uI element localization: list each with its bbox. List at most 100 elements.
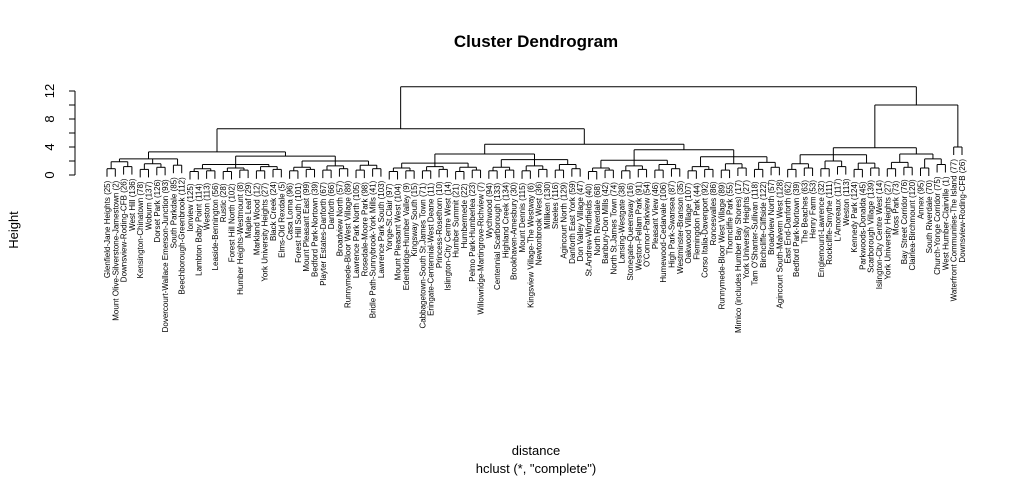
leaf-label: Corso Italia-Davenport (92) bbox=[701, 181, 710, 278]
leaf-label: North St.James Town (74) bbox=[609, 182, 618, 275]
leaf-label: Highland Creek (134) bbox=[501, 182, 510, 258]
leaf-label: Mount Pleasant East (99) bbox=[302, 181, 311, 272]
leaf-label: Downsview-Roding-CFB (26) bbox=[958, 159, 967, 263]
leaf-label: Henry Farm (53) bbox=[809, 180, 818, 239]
leaf-label: Agincourt North (129) bbox=[560, 182, 569, 259]
y-axis: 0 4 8 12 bbox=[42, 84, 76, 179]
leaf-label: Black Creek (24) bbox=[269, 181, 278, 241]
leaf-label: Broadview North (57) bbox=[335, 180, 344, 256]
leaf-label: Moss Park (73) bbox=[892, 180, 901, 235]
x-axis-sublabel: hclust (*, "complete") bbox=[476, 461, 597, 476]
leaf-label: Don Valley Village (47) bbox=[576, 180, 585, 261]
leaf-label: St.Andrew-Windfields (40) bbox=[584, 183, 593, 276]
leaf-label: Dovercourt-Wallace Emerson-Junction (93) bbox=[161, 179, 170, 332]
leaf-label: Maple Leaf (29) bbox=[244, 182, 253, 238]
leaf-label: Mimico (includes Humber Bay Shores) (17) bbox=[734, 180, 743, 333]
leaf-label: Agincourt South-Malvern West (128) bbox=[775, 179, 784, 309]
leaf-label: Downsview-Roding-CFB (26) bbox=[120, 178, 129, 282]
y-axis-label: Height bbox=[6, 211, 21, 249]
leaf-label: York University Heights (27) bbox=[883, 180, 892, 279]
leaf-label: Centennial Scarborough (133) bbox=[493, 182, 502, 290]
leaf-label: Oakwood Village (107) bbox=[684, 182, 693, 263]
leaf-label: Scarborough Village (139) bbox=[867, 180, 876, 273]
leaf-label: Forest Hill North (102) bbox=[228, 183, 237, 262]
leaf-label: Flemingdon Park (44) bbox=[692, 182, 701, 259]
leaf-label: Edenbridge-Humber Valley (9) bbox=[402, 182, 411, 290]
leaf-label: Elms-Old Rexdale (5) bbox=[277, 181, 286, 258]
leaf-label: Kennedy Park (124) bbox=[850, 181, 859, 252]
leaf-label: Westminster-Branson (35) bbox=[676, 180, 685, 274]
leaf-label: Runnymede-Bloor West Village (89) bbox=[344, 180, 353, 308]
leaf-label: Humewood-Cedarvale (106) bbox=[659, 182, 668, 283]
leaf-label: Rustic (28) bbox=[219, 183, 228, 222]
leaf-label: South Parkdale (85) bbox=[169, 177, 178, 248]
leaf-label: Wychwood (94) bbox=[485, 182, 494, 238]
leaf-label: North Riverdale (68) bbox=[593, 183, 602, 255]
leaf-label: Humber Summit (21) bbox=[452, 183, 461, 258]
y-tick-label: 8 bbox=[42, 115, 57, 122]
leaf-label: Playter Estates-Danforth (67) bbox=[319, 182, 328, 286]
leaf-label: Pleasant View (46) bbox=[651, 182, 660, 249]
leaf-label: West Hill (136) bbox=[128, 178, 137, 231]
leaf-label: Glenfield-Jane Heights (25) bbox=[103, 180, 112, 278]
dendrogram-tree bbox=[106, 86, 963, 180]
leaf-label: Broadview North (57) bbox=[767, 179, 776, 255]
leaf-label: Yonge-St.Clair (97) bbox=[385, 183, 394, 251]
leaf-label: Humbermede (22) bbox=[460, 183, 469, 248]
leaf-label: Forest Hill South (101) bbox=[294, 182, 303, 262]
leaf-label: High Park-Swansea (87) bbox=[667, 180, 676, 267]
leaf-label: Steeles (116) bbox=[551, 182, 560, 229]
leaf-label: Casa Loma (96) bbox=[286, 182, 295, 240]
leaf-label: Runnymede-Bloor West Village (89) bbox=[717, 182, 726, 310]
leaf-labels: Glenfield-Jane Heights (25) Mount Olive-S… bbox=[103, 159, 967, 333]
leaf-label: Dorset Park (126) bbox=[153, 179, 162, 242]
leaf-label: The Beaches (63) bbox=[800, 180, 809, 244]
leaf-label: Cabbagetown-South St.James Town (71) bbox=[418, 182, 427, 328]
leaf-label: Bedford Park-Nortown (39) bbox=[311, 181, 320, 277]
leaf-label: Milliken (130) bbox=[543, 181, 552, 229]
leaf-label: Pelmo Park-Humberlea (23) bbox=[468, 182, 477, 282]
leaf-label: Parkwoods-Donalda (45) bbox=[858, 181, 867, 270]
x-axis-label: distance bbox=[512, 443, 560, 458]
leaf-label: Englemount-Lawrence (32) bbox=[817, 180, 826, 277]
leaf-label: O'Connor-Parkview (54) bbox=[643, 181, 652, 267]
leaf-label: West Humber-Clairville (1) bbox=[941, 176, 950, 270]
leaf-label: Leaside-Bennington (56) bbox=[211, 182, 220, 270]
leaf-label: Tam O'Shanter-Sullivan (118) bbox=[750, 181, 759, 285]
leaf-label: Danforth (66) bbox=[327, 182, 336, 229]
leaf-label: Newtonbrook West (36) bbox=[535, 181, 544, 265]
leaf-label: Kensington-Chinatown (78) bbox=[136, 181, 145, 278]
leaf-label: Stonegate-Queensway (16) bbox=[626, 182, 635, 280]
leaf-label: York University Heights (27) bbox=[742, 180, 751, 279]
leaf-label: Weston (113) bbox=[203, 182, 212, 230]
leaf-label: Bedford Park-Nortown (39) bbox=[792, 181, 801, 277]
leaf-label: Princess-Rosethorn (10) bbox=[435, 181, 444, 268]
leaf-label: Kingsway South (15) bbox=[410, 182, 419, 256]
y-tick-label: 4 bbox=[42, 143, 57, 150]
leaf-label: Woburn (137) bbox=[145, 181, 154, 230]
leaf-label: Willowridge-Martingrove-Richview (7) bbox=[477, 182, 486, 315]
leaf-label: Bridle Path-Sunnybrook-York Mills (41) bbox=[369, 180, 378, 318]
leaf-label: Eringate-Centennial-West Deane (11) bbox=[427, 182, 436, 315]
leaf-label: Beechborough-Greenbrook (112) bbox=[178, 177, 187, 295]
y-tick-label: 0 bbox=[42, 171, 57, 178]
leaf-label: Banbury-Don Mills (42) bbox=[601, 182, 610, 264]
leaf-label: Islington-City Centre West (14) bbox=[443, 181, 452, 291]
leaf-label: Brookhaven-Amesbury (30) bbox=[510, 182, 519, 280]
leaf-label: Mount Pleasant West (104) bbox=[394, 183, 403, 280]
leaf-label: Lansing-Westgate (38) bbox=[618, 182, 627, 263]
leaf-label: Bay Street Corridor (76) bbox=[900, 179, 909, 264]
leaf-label: Lawrence Park North (105) bbox=[352, 182, 361, 278]
leaf-label: Rockcliffe-Smythe (111) bbox=[825, 180, 834, 264]
leaf-label: Church-Yonge Corridor (75) bbox=[933, 176, 942, 275]
leaf-label: Annex (95) bbox=[916, 180, 925, 219]
leaf-label: South Riverdale (70) bbox=[925, 180, 934, 254]
leaf-label: Humber Heights-Westmount (8) bbox=[236, 182, 245, 295]
leaf-label: Roncesvalles (86) bbox=[709, 181, 718, 245]
leaf-label: Lawrence Park South (103) bbox=[377, 180, 386, 278]
leaf-label: Weston-Pellam Park (91) bbox=[634, 181, 643, 271]
leaf-label: Waterfront Communities-The Island (77) bbox=[950, 159, 959, 302]
leaf-label: Mount Olive-Silverstone-Jamestown (2) bbox=[111, 180, 120, 320]
leaf-label: York University Heights (27) bbox=[261, 182, 270, 281]
